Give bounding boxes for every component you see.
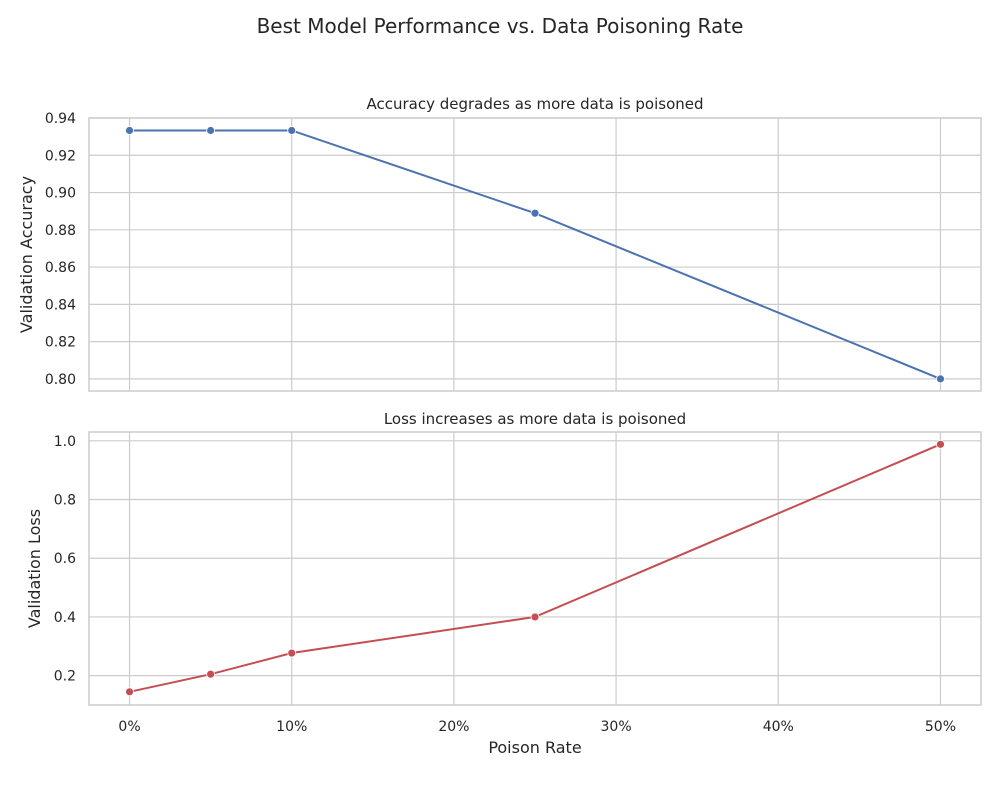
accuracy-data-point (206, 126, 216, 135)
accuracy-series (125, 126, 945, 384)
loss-subplot-title: Loss increases as more data is poisoned (384, 410, 686, 428)
accuracy-y-tick-label: 0.94 (45, 111, 76, 127)
loss-y-tick-label: 0.4 (54, 610, 76, 626)
loss-x-tick-label: 50% (925, 719, 956, 735)
loss-x-tick-label: 30% (601, 719, 632, 735)
accuracy-data-point (125, 126, 134, 135)
accuracy-plot-frame (88, 117, 982, 392)
accuracy-y-tick-label: 0.84 (45, 297, 76, 313)
loss-series-line (129, 443, 941, 693)
accuracy-data-point (530, 208, 540, 218)
accuracy-y-tick-label: 0.90 (45, 186, 76, 202)
loss-x-axis-label: Poison Rate (488, 738, 581, 757)
loss-x-tick-label: 20% (438, 719, 469, 735)
loss-series (125, 439, 945, 697)
accuracy-y-tick-label: 0.82 (45, 335, 76, 351)
accuracy-y-axis-label: Validation Accuracy (17, 176, 36, 333)
loss-data-point (530, 612, 540, 622)
accuracy-tick-labels: 0.80 0.82 0.84 0.86 0.88 0.90 0.92 0.94 (45, 111, 76, 388)
accuracy-subplot: Accuracy degrades as more data is poison… (17, 95, 982, 392)
loss-y-axis-label: Validation Loss (25, 509, 44, 628)
loss-data-point (125, 687, 134, 697)
loss-x-tick-label: 0% (118, 719, 140, 735)
accuracy-y-tick-label: 0.86 (45, 260, 76, 276)
accuracy-subplot-title: Accuracy degrades as more data is poison… (366, 95, 703, 113)
accuracy-data-point (936, 374, 945, 384)
loss-plot-frame (88, 431, 982, 706)
accuracy-data-point (287, 126, 297, 135)
loss-y-tick-label: 0.6 (54, 551, 76, 567)
loss-x-tick-label: 40% (763, 719, 794, 735)
loss-gridlines (89, 432, 981, 705)
loss-y-tick-label: 0.8 (54, 493, 76, 509)
figure-title: Best Model Performance vs. Data Poisonin… (257, 14, 744, 38)
accuracy-y-tick-label: 0.80 (45, 372, 76, 388)
loss-x-tick-label: 10% (276, 719, 307, 735)
loss-subplot: Loss increases as more data is poisoned … (25, 410, 982, 757)
accuracy-y-tick-label: 0.92 (45, 148, 76, 164)
accuracy-y-tick-label: 0.88 (45, 223, 76, 239)
loss-tick-labels: 0% 10% 20% 30% 40% 50% 0.2 0.4 0.6 0.8 1.0 (54, 434, 956, 735)
loss-data-point (936, 439, 945, 449)
loss-data-point (206, 669, 216, 679)
loss-data-point (287, 648, 297, 658)
accuracy-gridlines (89, 117, 981, 391)
loss-y-tick-label: 1.0 (54, 434, 76, 450)
loss-y-tick-label: 0.2 (54, 669, 76, 685)
